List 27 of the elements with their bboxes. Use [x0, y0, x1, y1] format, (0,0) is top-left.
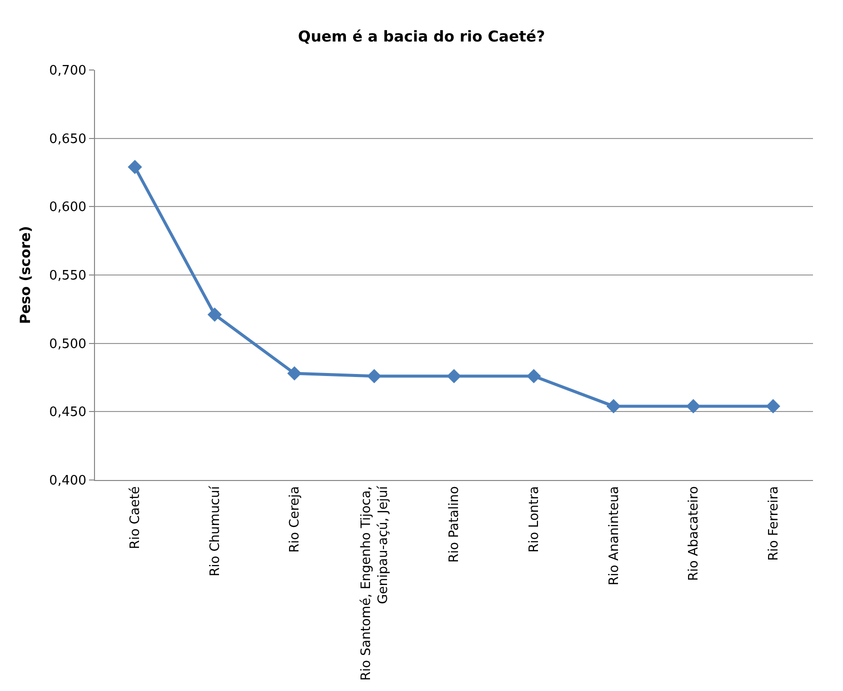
x-tick-label: Rio Chumucuí	[208, 486, 223, 576]
y-tick-label: 0,450	[49, 405, 86, 420]
y-tick-label: 0,700	[49, 64, 86, 79]
point	[367, 368, 382, 384]
y-tick-label: 0,600	[49, 200, 86, 216]
x-tick-label: Rio Ferreira	[766, 486, 782, 561]
point	[526, 368, 541, 384]
y-tick-label: 0,650	[49, 132, 86, 147]
point	[606, 399, 621, 414]
point	[766, 399, 780, 414]
point	[446, 368, 462, 384]
y-tick-label: 0,550	[49, 268, 86, 284]
point	[128, 160, 142, 174]
point	[208, 307, 222, 322]
x-tick-label: Rio Lontra	[527, 486, 542, 553]
x-tick-label: Rio Abacateiro	[686, 486, 702, 581]
x-tick-label: Rio Ananinteua	[606, 486, 622, 586]
point	[686, 399, 700, 414]
chart-title: Quem é a bacia do rio Caeté?	[298, 28, 546, 46]
x-tick-label: Rio Cereja	[288, 486, 303, 553]
point	[287, 366, 302, 381]
y-tick-label: 0,500	[49, 336, 86, 352]
y-axis-title: Peso (score)	[18, 226, 34, 324]
x-tick-label: Rio Patalino	[447, 486, 462, 563]
x-tick-label: Rio Santomé, Engenho Tijoca, Genipau-açú, Jejuí	[358, 486, 391, 681]
x-tick-label: Rio Caeté	[128, 486, 144, 550]
y-tick-label: 0,400	[49, 474, 86, 489]
